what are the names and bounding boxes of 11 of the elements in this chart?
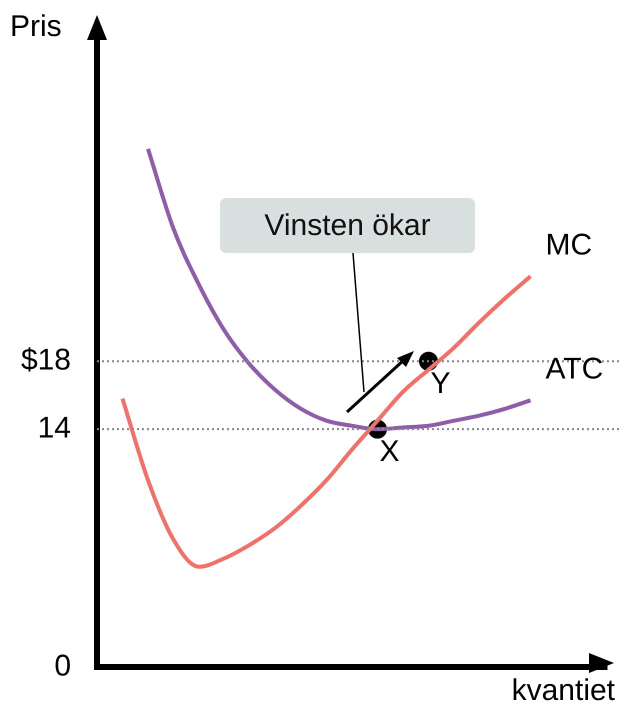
y-tick-label: 14 (38, 411, 71, 444)
series-label: MC (546, 228, 592, 262)
annotation: X (380, 435, 400, 468)
y-tick-label: $18 (20, 344, 71, 377)
annotation: Vinsten ökar (220, 198, 475, 253)
x-axis-title: kvantiet (512, 674, 616, 705)
series-label: ATC (546, 352, 604, 386)
y-tick-label: 0 (54, 649, 71, 682)
annotation: Y (430, 367, 451, 400)
y-axis-title: Pris (10, 10, 62, 43)
line-series (120, 274, 532, 569)
